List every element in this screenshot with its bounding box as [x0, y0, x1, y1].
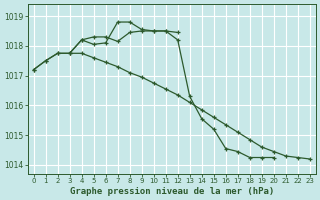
X-axis label: Graphe pression niveau de la mer (hPa): Graphe pression niveau de la mer (hPa) [69, 187, 274, 196]
